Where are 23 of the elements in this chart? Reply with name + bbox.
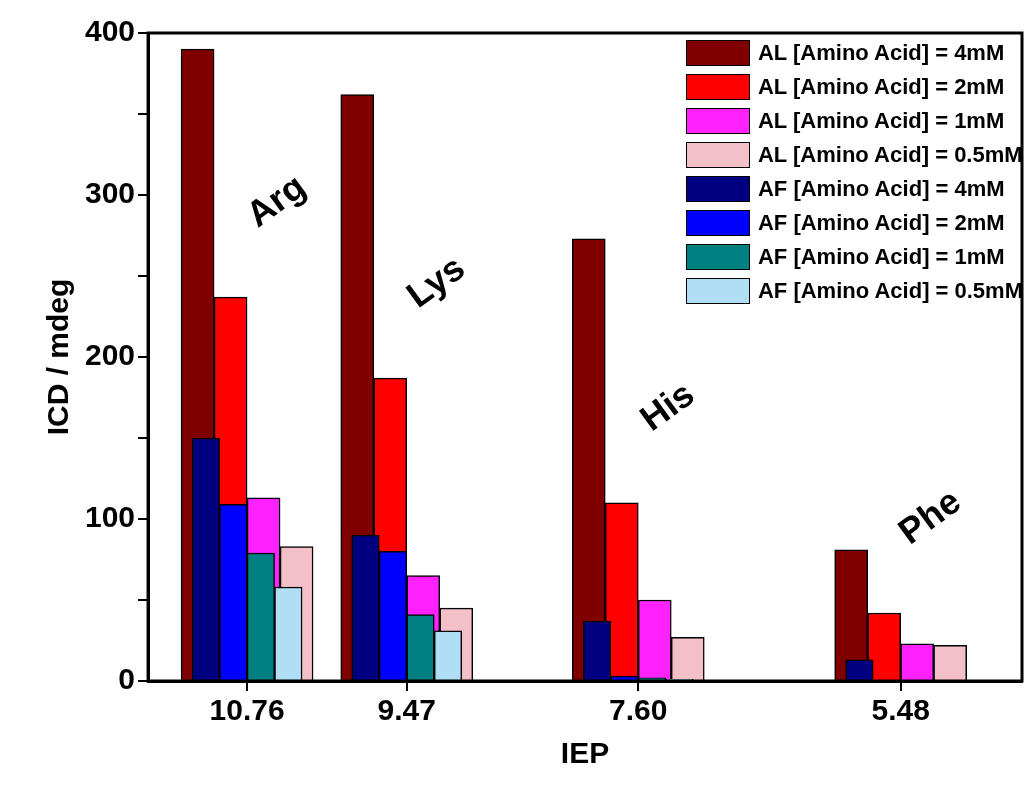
x-tick-label: 7.60 [609,693,668,727]
annotation: Arg [238,165,313,235]
x-tick-label: 10.76 [209,693,285,727]
legend-label: AF [Amino Acid] = 4mM [757,176,1005,201]
legend-label: AL [Amino Acid] = 1mM [757,108,1005,133]
legend-label: AL [Amino Acid] = 0.5mM [757,142,1023,167]
legend-label: AF [Amino Acid] = 0.5mM [757,278,1023,303]
y-tick-label: 100 [84,500,136,534]
legend-label: AF [Amino Acid] = 2mM [757,210,1005,235]
annotation: Lys [398,246,472,316]
legend-label: AF [Amino Acid] = 1mM [757,244,1005,269]
x-tick-label: 9.47 [377,693,436,727]
y-tick-label: 200 [84,338,136,372]
legend-label: AL [Amino Acid] = 4mM [757,40,1005,65]
y-axis-title: ICD / mdeg [41,278,75,436]
legend-label: AL [Amino Acid] = 2mM [757,74,1005,99]
y-tick-label: 0 [118,662,136,696]
x-tick-label: 5.48 [871,693,930,727]
y-tick-label: 400 [84,14,136,48]
annotation: His [632,372,702,439]
y-tick-label: 300 [84,176,136,210]
x-axis-title: IEP [560,736,610,770]
annotation: Phe [890,479,968,552]
